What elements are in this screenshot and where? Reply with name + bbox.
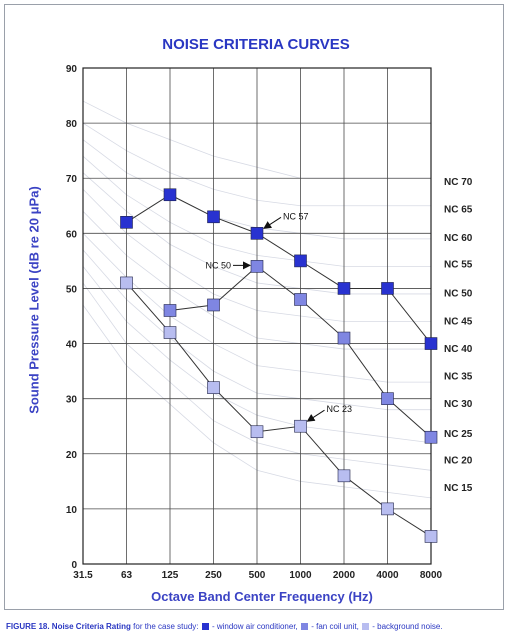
caption-lead: for the case study: xyxy=(130,622,201,631)
legend-swatch-fancoil xyxy=(301,623,308,630)
data-point-background xyxy=(294,419,307,433)
figure-frame xyxy=(4,4,504,610)
data-point-fancoil xyxy=(163,304,177,317)
data-point-window xyxy=(207,210,220,224)
y-tick-label: 80 xyxy=(66,119,78,130)
data-point-fancoil xyxy=(250,260,264,273)
y-axis-label: Sound Pressure Level (dB re 20 μPa) xyxy=(26,186,42,414)
data-point-fancoil xyxy=(207,298,220,312)
legend-background: - background noise. xyxy=(370,622,443,631)
series-line-background xyxy=(126,282,432,537)
x-tick-label: 4000 xyxy=(376,570,399,581)
figure-caption: FIGURE 18. Noise Criteria Rating for the… xyxy=(6,622,510,631)
data-point-fancoil xyxy=(294,293,307,306)
x-tick-label: 31.5 xyxy=(73,570,93,581)
nc-curve-label: NC 35 xyxy=(444,372,473,383)
plot-border xyxy=(82,67,432,565)
annotation-label: NC 23 xyxy=(327,404,353,414)
x-tick-label: 250 xyxy=(205,570,222,581)
data-point-window xyxy=(424,337,438,350)
series-line-window xyxy=(126,194,432,344)
nc-curve-label: NC 25 xyxy=(444,429,473,440)
y-tick-label: 50 xyxy=(66,284,78,295)
annotation-arrow xyxy=(306,409,325,422)
legend-window: - window air conditioner, xyxy=(209,622,300,631)
data-point-background xyxy=(207,381,220,394)
nc-curve-label: NC 55 xyxy=(444,260,473,271)
y-tick-label: 20 xyxy=(66,450,78,461)
caption-title: FIGURE 18. Noise Criteria Rating xyxy=(6,622,131,631)
x-tick-label: 63 xyxy=(121,570,133,581)
data-point-fancoil xyxy=(381,392,394,405)
nc-curve-label: NC 45 xyxy=(444,316,473,327)
annotation-label: NC 50 xyxy=(205,260,231,270)
x-tick-label: 125 xyxy=(162,570,179,581)
y-tick-label: 60 xyxy=(66,229,78,240)
legend-swatch-window xyxy=(201,623,209,630)
data-point-window xyxy=(294,254,307,268)
data-point-background xyxy=(120,276,133,290)
data-point-window xyxy=(337,282,351,295)
nc-curve-label: NC 40 xyxy=(444,344,473,355)
data-point-window xyxy=(120,216,133,229)
nc-curve-label: NC 50 xyxy=(444,288,473,299)
data-point-background xyxy=(381,502,394,516)
y-tick-label: 10 xyxy=(66,505,78,516)
nc-curve-label: NC 60 xyxy=(444,233,473,244)
data-point-fancoil xyxy=(424,430,438,444)
x-tick-label: 500 xyxy=(249,570,266,581)
nc-curve-label: NC 30 xyxy=(444,399,473,410)
legend-swatch-background xyxy=(362,623,370,630)
data-point-window xyxy=(381,282,394,295)
data-point-window xyxy=(250,227,264,240)
y-tick-label: 90 xyxy=(66,64,78,75)
y-tick-label: 0 xyxy=(71,560,77,571)
x-tick-label: 8000 xyxy=(420,570,443,581)
data-point-fancoil xyxy=(337,331,351,345)
x-axis-label: Octave Band Center Frequency (Hz) xyxy=(151,589,373,604)
nc-curve-label: NC 65 xyxy=(444,205,473,216)
chart-title: NOISE CRITERIA CURVES xyxy=(162,36,350,53)
y-tick-label: 40 xyxy=(66,340,78,351)
x-tick-label: 2000 xyxy=(333,570,356,581)
annotation-arrow xyxy=(263,216,282,229)
y-tick-label: 30 xyxy=(66,395,78,406)
annotation-label: NC 57 xyxy=(283,211,309,221)
data-point-background xyxy=(250,425,264,439)
nc-curve-label: NC 20 xyxy=(444,455,473,466)
data-point-background xyxy=(163,326,177,339)
legend-fancoil: - fan coil unit, xyxy=(309,622,362,631)
y-tick-label: 70 xyxy=(66,174,78,185)
x-tick-label: 1000 xyxy=(289,570,312,581)
data-point-background xyxy=(424,530,438,543)
data-point-background xyxy=(337,469,351,483)
data-point-window xyxy=(163,188,177,202)
nc-curve-label: NC 15 xyxy=(444,483,473,494)
nc-curve-label: NC 70 xyxy=(444,177,473,188)
